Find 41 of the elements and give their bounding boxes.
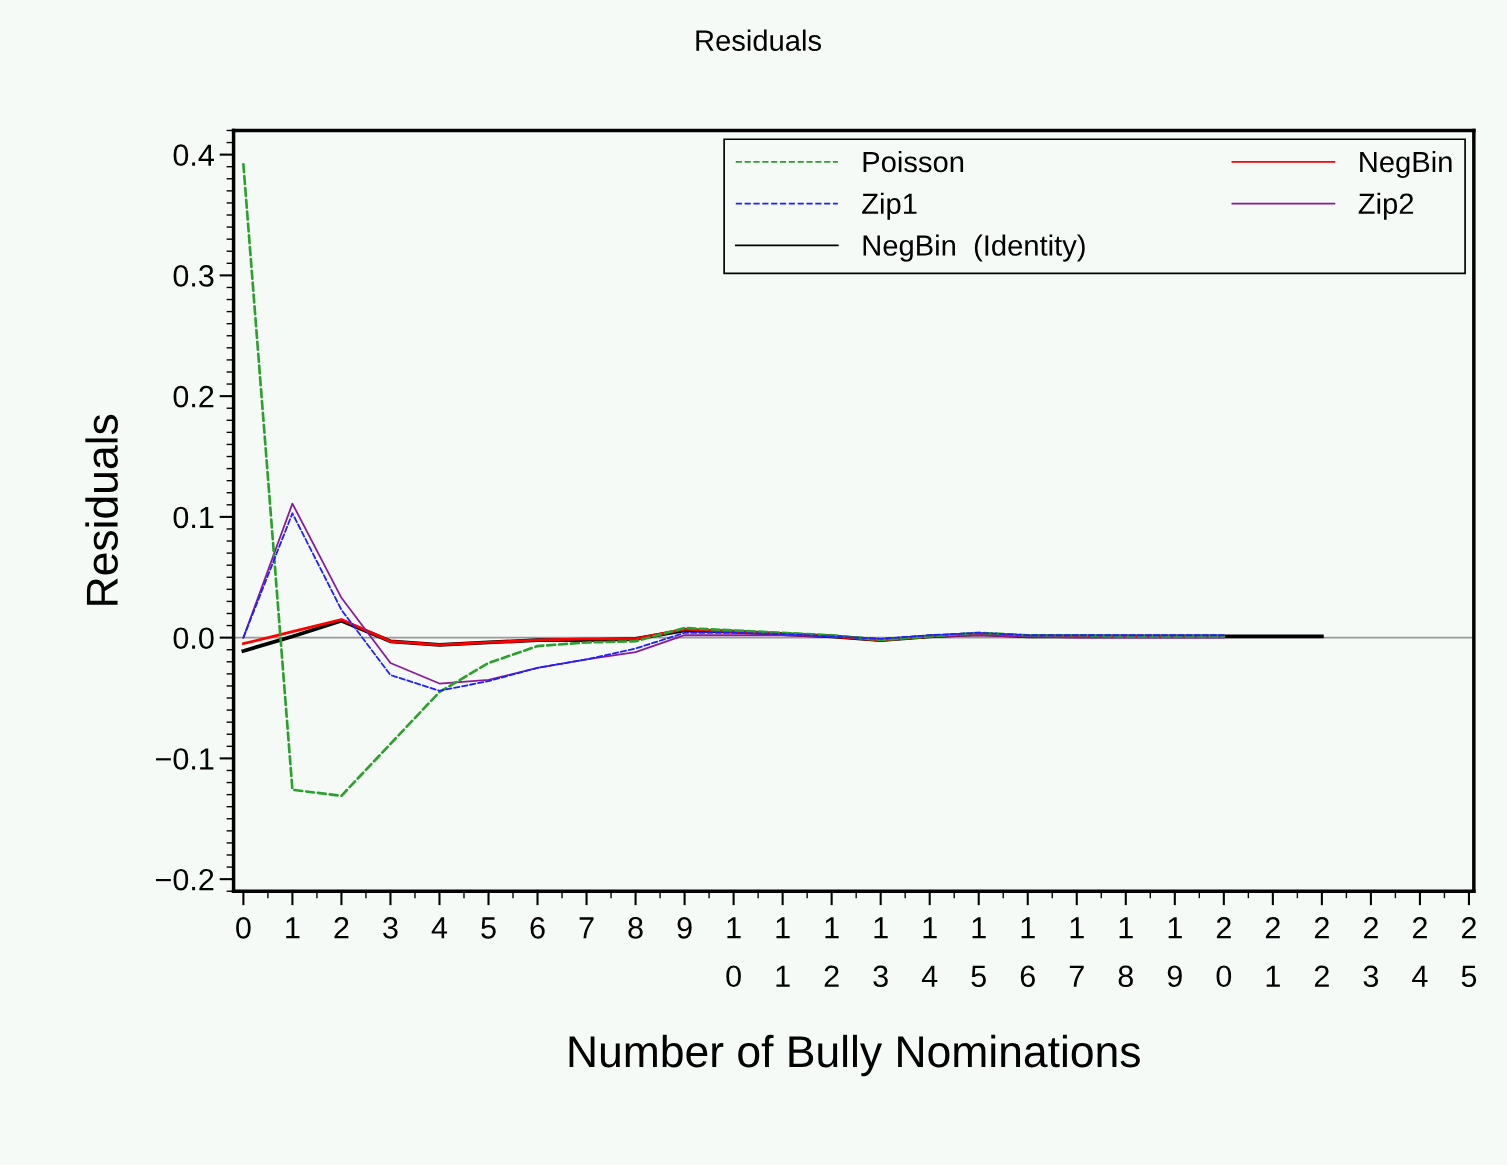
x-tick-label: 6 bbox=[530, 917, 545, 939]
x-tick-label: 2 4 bbox=[1412, 917, 1428, 987]
x-tick-label: 1 bbox=[286, 917, 300, 939]
legend-label: Zip2 bbox=[1358, 192, 1414, 220]
x-axis-title: Number of Bully Nominations bbox=[569, 1034, 1140, 1077]
x-tick-label: 1 8 bbox=[1118, 917, 1133, 988]
x-tick-label: 1 5 bbox=[971, 917, 986, 988]
x-tick-label: 2 bbox=[334, 917, 349, 939]
y-tick-label: 0.2 bbox=[173, 385, 214, 408]
y-tick-label: 0.3 bbox=[173, 265, 214, 287]
y-tick-label: 0.0 bbox=[173, 627, 214, 650]
x-tick-label: 2 2 bbox=[1314, 917, 1329, 987]
chart-title: Residuals bbox=[696, 29, 822, 51]
x-tick-label: 0 bbox=[236, 917, 251, 939]
y-tick-label: −0.2 bbox=[156, 868, 214, 891]
x-tick-label: 2 5 bbox=[1461, 917, 1477, 988]
legend-label: NegBin bbox=[1360, 150, 1452, 179]
x-tick-label: 5 bbox=[481, 917, 496, 939]
x-tick-label: 3 bbox=[383, 917, 398, 939]
x-tick-label: 1 7 bbox=[1069, 917, 1084, 987]
x-tick-label: 9 bbox=[677, 917, 692, 939]
x-tick-label: 1 0 bbox=[726, 917, 741, 988]
x-tick-label: 1 9 bbox=[1167, 917, 1182, 988]
legend-label: NegBin (Identity) bbox=[863, 234, 1085, 262]
x-tick-label: 1 4 bbox=[921, 917, 938, 987]
y-tick-label: −0.1 bbox=[156, 748, 214, 770]
x-tick-label: 1 1 bbox=[776, 917, 790, 987]
x-tick-label: 1 3 bbox=[873, 917, 888, 988]
legend-label: Zip1 bbox=[862, 192, 917, 220]
x-tick-label: 4 bbox=[431, 917, 448, 939]
y-tick-label: 0.1 bbox=[173, 506, 214, 529]
x-tick-label: 7 bbox=[579, 917, 594, 939]
x-tick-label: 1 6 bbox=[1020, 917, 1035, 988]
x-tick-label: 1 2 bbox=[824, 917, 839, 987]
y-tick-label: 0.4 bbox=[173, 144, 214, 166]
y-axis-title: Residuals bbox=[85, 414, 118, 605]
legend-label: Poisson bbox=[863, 150, 964, 173]
x-tick-label: 2 0 bbox=[1216, 917, 1232, 988]
x-tick-label: 2 1 bbox=[1265, 917, 1280, 987]
x-tick-label: 8 bbox=[628, 917, 643, 939]
x-tick-label: 2 3 bbox=[1363, 917, 1379, 988]
